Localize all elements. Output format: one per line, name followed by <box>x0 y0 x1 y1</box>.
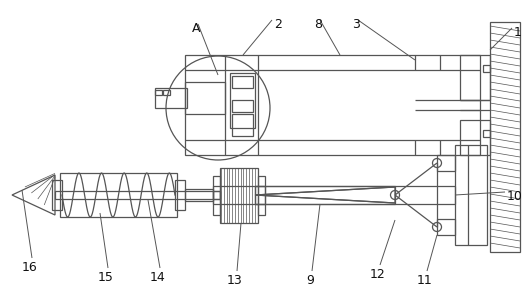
Text: 13: 13 <box>227 274 243 287</box>
Bar <box>455 145 487 245</box>
Bar <box>460 55 490 100</box>
Text: 2: 2 <box>274 18 282 31</box>
Bar <box>213 176 220 215</box>
Bar <box>230 73 255 128</box>
Bar <box>155 90 162 95</box>
Bar <box>483 130 490 137</box>
Text: A: A <box>192 22 200 35</box>
Bar <box>220 168 258 223</box>
Bar <box>255 186 455 204</box>
Text: 12: 12 <box>370 268 386 281</box>
Text: 16: 16 <box>22 261 38 274</box>
Bar <box>232 100 253 112</box>
Bar <box>232 114 253 136</box>
Bar <box>460 120 490 155</box>
Text: 14: 14 <box>150 271 166 284</box>
Bar <box>60 173 177 217</box>
Bar <box>55 191 220 199</box>
Bar <box>185 189 213 201</box>
Bar <box>213 186 265 204</box>
Text: 11: 11 <box>417 274 433 287</box>
Text: 3: 3 <box>352 18 360 31</box>
Bar <box>437 219 455 235</box>
Bar <box>483 65 490 72</box>
Bar <box>185 55 480 155</box>
Bar <box>163 90 170 95</box>
Bar <box>232 76 253 88</box>
Bar <box>437 155 455 171</box>
Text: 15: 15 <box>98 271 114 284</box>
Text: 1: 1 <box>514 26 522 39</box>
Bar <box>52 180 62 210</box>
Bar <box>490 22 520 252</box>
Bar <box>255 186 395 204</box>
Text: 8: 8 <box>314 18 322 31</box>
Bar <box>185 82 225 114</box>
Bar <box>155 88 187 108</box>
Bar <box>175 180 185 210</box>
Text: 9: 9 <box>306 274 314 287</box>
Text: 10: 10 <box>507 190 523 203</box>
Bar <box>213 191 220 199</box>
Bar <box>258 176 265 215</box>
